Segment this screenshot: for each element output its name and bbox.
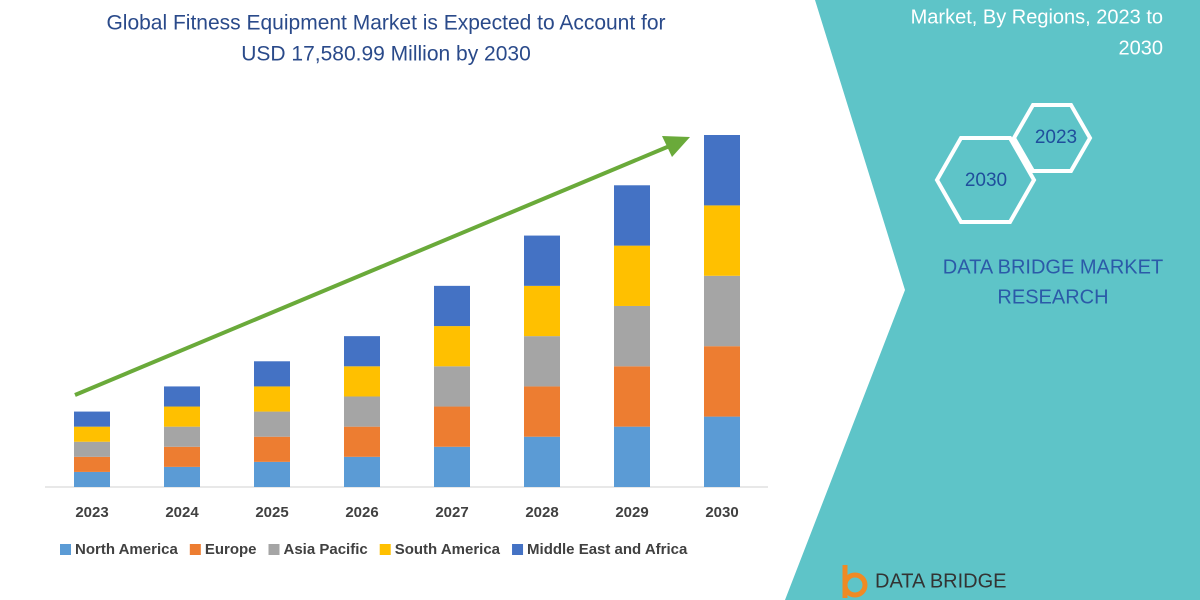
bar-segment <box>164 466 200 487</box>
bar-segment <box>434 366 470 407</box>
bar-segment <box>434 326 470 367</box>
side-caption: Market, By Regions, 2023 to <box>911 6 1163 28</box>
bar-segment <box>524 235 560 286</box>
bar-segment <box>74 441 110 457</box>
bar-segment <box>74 426 110 442</box>
side-caption: 2030 <box>1119 37 1164 59</box>
bar-segment <box>164 426 200 447</box>
legend-label: North America <box>75 541 178 558</box>
hexagon <box>934 136 1037 224</box>
bar-segment <box>164 406 200 427</box>
legend-swatch <box>189 544 201 555</box>
bar-segment <box>254 361 290 387</box>
bar-segment <box>74 471 110 487</box>
bar-segment <box>344 336 380 367</box>
legend-swatch <box>512 544 524 555</box>
bar-segment <box>704 135 740 206</box>
x-tick-label: 2023 <box>75 504 108 521</box>
x-tick-label: 2030 <box>705 504 738 521</box>
logo-text: DATA BRIDGE <box>875 570 1007 592</box>
chart-title: Global Fitness Equipment Market is Expec… <box>106 12 665 35</box>
chart-title: USD 17,580.99 Million by 2030 <box>241 43 531 66</box>
legend-label: South America <box>395 541 501 558</box>
bar-segment <box>524 386 560 437</box>
bar-segment <box>434 406 470 447</box>
bar-segment <box>614 185 650 246</box>
bar-segment <box>254 411 290 437</box>
hexagon-label: 2030 <box>965 170 1007 191</box>
bar-segment <box>344 396 380 427</box>
bar-segment <box>344 426 380 457</box>
logo-icon <box>842 565 868 598</box>
bar-segment <box>614 426 650 487</box>
x-tick-label: 2025 <box>255 504 288 521</box>
x-tick-label: 2028 <box>525 504 558 521</box>
x-tick-label: 2029 <box>615 504 648 521</box>
arrow-head <box>662 136 690 157</box>
bar-segment <box>614 305 650 367</box>
bar-segment <box>704 346 740 417</box>
trend-arrow <box>74 143 673 397</box>
bar-segment <box>74 456 110 472</box>
side-panel <box>785 0 1200 600</box>
bar-segment <box>344 366 380 397</box>
bar-segment <box>74 411 110 427</box>
brand-text: RESEARCH <box>997 286 1108 308</box>
bar-segment <box>164 446 200 467</box>
bar-segment <box>434 446 470 487</box>
bar-segment <box>164 386 200 407</box>
legend-label: Europe <box>205 541 257 558</box>
bar-segment <box>524 336 560 387</box>
bar-segment <box>254 386 290 412</box>
bar-segment <box>614 245 650 306</box>
hexagon-label: 2023 <box>1035 127 1077 148</box>
bar-segment <box>524 436 560 487</box>
bar-segment <box>614 366 650 427</box>
legend-swatch <box>379 544 391 555</box>
legend-label: Middle East and Africa <box>527 541 688 558</box>
bar-segment <box>254 436 290 462</box>
bar-segment <box>434 285 470 327</box>
brand-text: DATA BRIDGE MARKET <box>943 256 1163 278</box>
bar-segment <box>344 456 380 487</box>
x-tick-label: 2027 <box>435 504 468 521</box>
bar-segment <box>704 275 740 347</box>
bar-segment <box>704 205 740 276</box>
bar-segment <box>704 416 740 487</box>
x-tick-label: 2026 <box>345 504 378 521</box>
x-tick-label: 2024 <box>165 504 199 521</box>
hexagon <box>1011 103 1093 173</box>
legend-label: Asia Pacific <box>284 541 368 558</box>
bar-segment <box>254 461 290 487</box>
legend-swatch <box>268 544 280 555</box>
legend-swatch <box>60 544 71 555</box>
bar-segment <box>524 285 560 337</box>
